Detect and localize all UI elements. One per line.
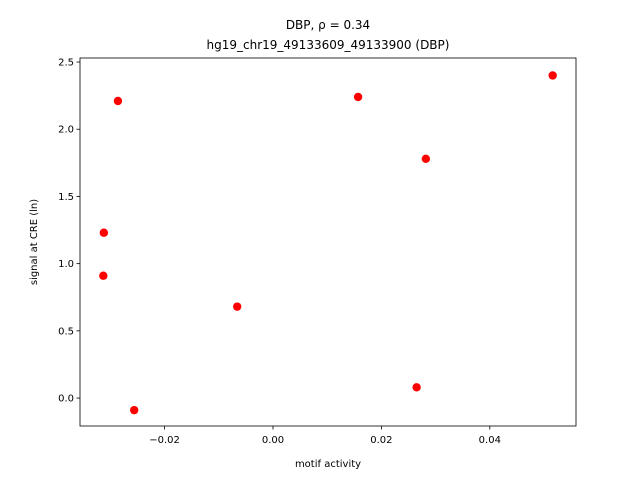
point <box>130 405 139 415</box>
x-tick-label: 0.02 <box>370 435 392 446</box>
point <box>113 96 123 106</box>
point <box>99 228 109 237</box>
point <box>99 271 108 280</box>
plot-frame <box>79 57 577 427</box>
x-tick-label: 0.04 <box>479 435 501 446</box>
point <box>421 154 431 164</box>
y-tick-label: 0.5 <box>58 326 74 337</box>
point <box>353 92 363 102</box>
y-tick-label: 1.5 <box>58 192 74 203</box>
y-tick-label: 2.0 <box>58 125 74 136</box>
x-axis-label: motif activity <box>295 459 361 470</box>
y-tick-label: 0.0 <box>58 394 74 405</box>
point <box>412 383 421 392</box>
chart-title: DBP, ρ = 0.34 <box>286 18 370 32</box>
y-axis-label: signal at CRE (ln) <box>29 199 40 285</box>
point <box>233 302 242 311</box>
chart-subtitle: hg19_chr19_49133609_49133900 (DBP) <box>207 38 450 52</box>
y-tick-label: 2.5 <box>58 58 74 69</box>
point <box>548 71 557 80</box>
y-tick-label: 1.0 <box>58 259 74 270</box>
x-tick-label: −0.02 <box>149 435 180 446</box>
x-tick-label: 0.00 <box>262 435 284 446</box>
